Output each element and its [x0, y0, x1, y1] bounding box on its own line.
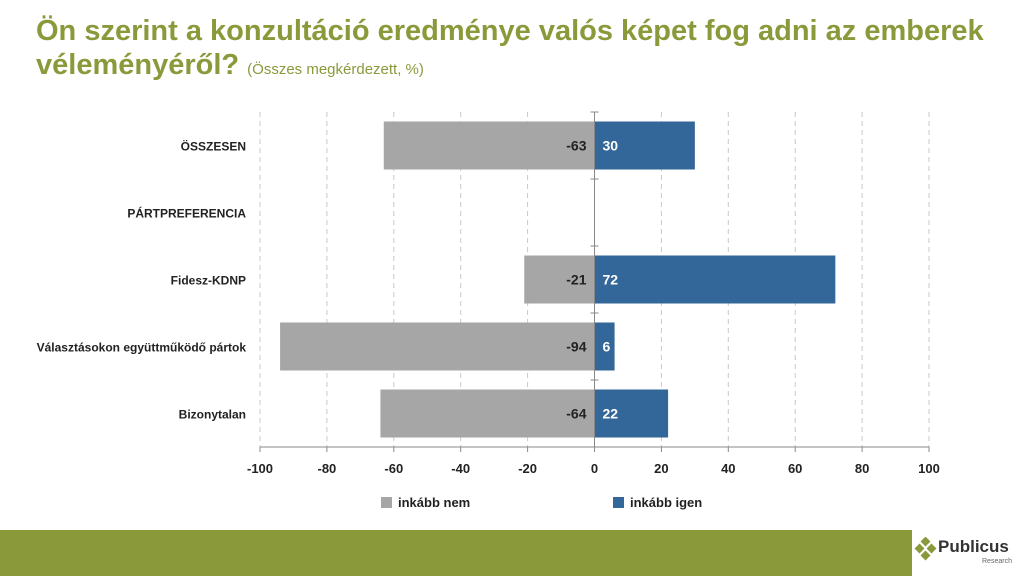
data-label-yes: 22 [603, 406, 619, 422]
x-tick-label: -20 [518, 461, 537, 476]
data-label-no: -64 [566, 406, 586, 422]
bar-no [383, 121, 595, 170]
publicus-logo: Publicus Research [912, 528, 1024, 576]
logo-sub: Research [982, 558, 1012, 565]
x-tick-label: -100 [247, 461, 273, 476]
category-label: Fidesz-KDNP [171, 274, 246, 288]
data-label-no: -94 [566, 339, 586, 355]
bar-no [380, 389, 595, 438]
bar-yes [594, 255, 836, 304]
legend-swatch-yes [613, 497, 624, 508]
chart-subtitle: (Összes megkérdezett, %) [247, 61, 424, 78]
diamond-cluster-icon [914, 537, 937, 561]
chart-title: Ön szerint a konzultáció eredménye valós… [36, 14, 996, 87]
data-label-yes: 6 [603, 339, 611, 355]
chart-title-main: Ön szerint a konzultáció eredménye valós… [36, 15, 984, 81]
x-tick-label: 100 [918, 461, 940, 476]
legend-label-no: inkább nem [398, 495, 471, 510]
data-label-no: -21 [566, 272, 586, 288]
bar-yes [594, 389, 669, 438]
legend-item-no: inkább nem [381, 495, 470, 510]
x-tick-label: 80 [855, 461, 869, 476]
legend-item-yes: inkább igen [613, 495, 702, 510]
logo-name: Publicus [938, 537, 1009, 556]
x-tick-label: -60 [384, 461, 403, 476]
legend-label-yes: inkább igen [630, 495, 703, 510]
data-label-yes: 30 [603, 138, 619, 154]
x-tick-label: 20 [654, 461, 668, 476]
legend-swatch-no [381, 497, 392, 508]
category-label: ÖSSZESEN [181, 139, 246, 154]
bar-no [524, 255, 595, 304]
x-tick-label: -80 [318, 461, 337, 476]
bar-yes [594, 121, 695, 170]
footer-bar [0, 530, 1024, 576]
x-tick-label: 40 [721, 461, 735, 476]
category-label: Választásokon együttműködő pártok [37, 341, 247, 355]
x-tick-label: 60 [788, 461, 802, 476]
x-tick-label: -40 [451, 461, 470, 476]
bar-no [280, 322, 595, 371]
category-label: PÁRTPREFERENCIA [127, 206, 246, 221]
data-label-yes: 72 [603, 272, 619, 288]
bar-yes [594, 322, 615, 371]
data-label-no: -63 [566, 138, 586, 154]
x-tick-label: 0 [591, 461, 598, 476]
category-label: Bizonytalan [179, 408, 246, 422]
